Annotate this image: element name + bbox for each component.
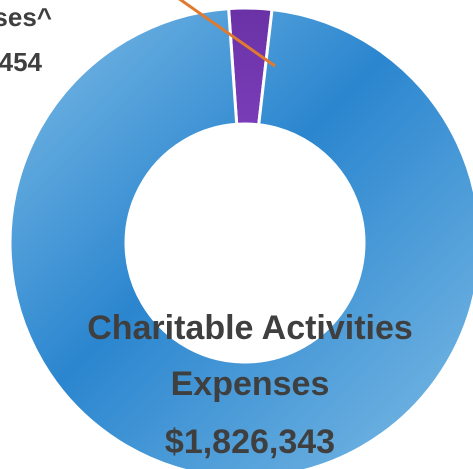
charitable-activities-slice [8,6,473,469]
charitable-label-line-2: Expenses [171,365,330,403]
admin-expenses-label: ses^ [0,2,52,32]
leader-line [178,0,276,68]
donut-slices [8,6,473,469]
charitable-value: $1,826,343 [165,423,335,461]
admin-expenses-value: 454 [0,47,43,77]
charitable-label-line-1: Charitable Activities [87,309,413,347]
